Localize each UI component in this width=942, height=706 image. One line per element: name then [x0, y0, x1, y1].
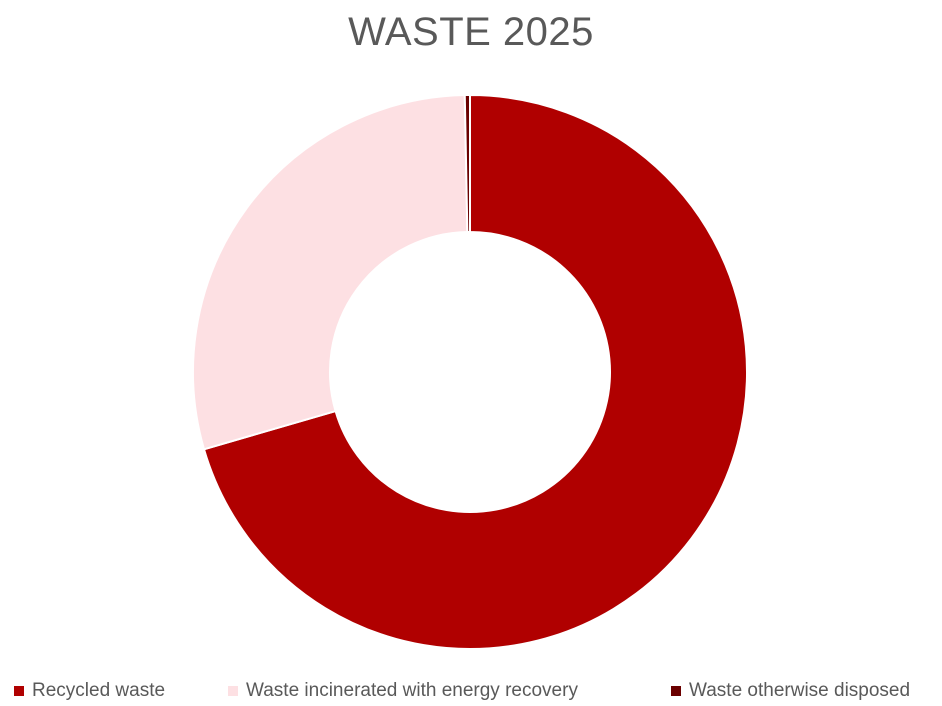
- legend-label-recycled: Recycled waste: [32, 680, 166, 701]
- legend-swatch-otherwise-disposed: [671, 686, 681, 696]
- donut-slice-otherwise-disposed: [463, 93, 471, 234]
- donut-slice-incinerated: [192, 94, 469, 451]
- legend-label-incinerated: Waste incinerated with energy recovery: [246, 680, 578, 701]
- legend: Recycled waste Waste incinerated with en…: [0, 680, 942, 706]
- legend-item-recycled: Recycled waste: [14, 680, 165, 702]
- legend-swatch-recycled: [14, 686, 24, 696]
- legend-item-incinerated: Waste incinerated with energy recovery: [228, 680, 578, 702]
- legend-swatch-incinerated: [228, 686, 238, 696]
- chart-title: WASTE 2025: [348, 10, 594, 54]
- legend-label-otherwise-disposed: Waste otherwise disposed: [689, 680, 911, 701]
- legend-item-otherwise-disposed: Waste otherwise disposed: [671, 680, 910, 702]
- donut-slice-recycled: [202, 93, 748, 650]
